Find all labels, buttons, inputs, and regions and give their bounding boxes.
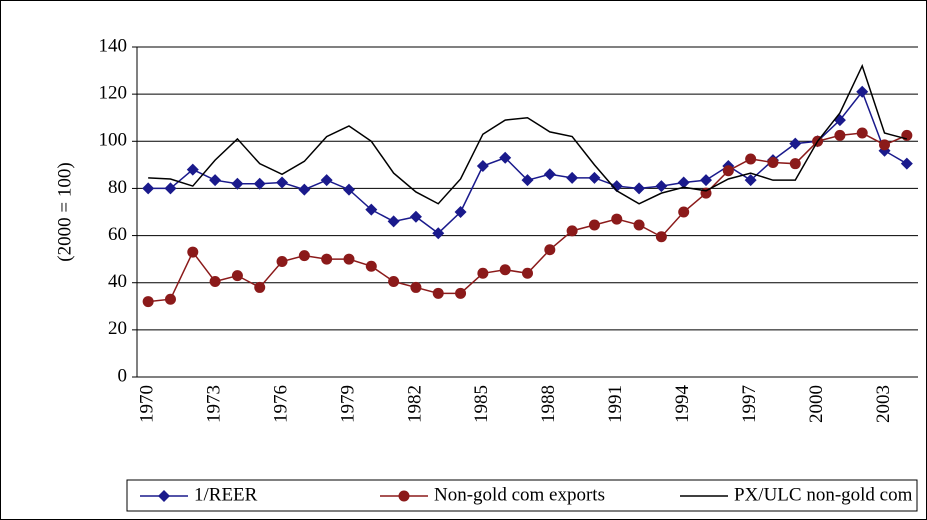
y-tick-label: 20 — [108, 318, 127, 339]
data-point — [633, 219, 645, 231]
data-point — [387, 215, 400, 228]
legend-marker — [398, 490, 410, 502]
data-point — [745, 153, 757, 165]
y-tick-label: 80 — [108, 177, 127, 198]
x-tick-label: 1994 — [672, 385, 693, 424]
data-point — [432, 227, 445, 240]
data-point — [856, 85, 869, 98]
legend-label: PX/ULC non-gold com — [734, 484, 913, 505]
data-point — [879, 139, 891, 151]
data-point — [320, 174, 333, 187]
x-tick-label: 1991 — [605, 385, 626, 423]
data-point — [901, 129, 913, 141]
data-point — [409, 210, 422, 223]
data-point — [343, 253, 355, 265]
data-point — [588, 219, 600, 231]
data-point — [544, 244, 556, 256]
data-point — [231, 270, 243, 282]
x-tick-label: 1988 — [538, 385, 559, 423]
x-tick-label: 1982 — [404, 385, 425, 423]
data-point — [455, 287, 467, 299]
data-point — [342, 183, 355, 196]
legend-box — [126, 479, 918, 512]
data-point — [543, 168, 556, 181]
x-tick-label: 1979 — [337, 385, 358, 423]
data-point — [856, 127, 868, 139]
x-tick-label: 1976 — [270, 385, 291, 423]
data-point — [744, 174, 757, 187]
y-tick-label: 0 — [118, 365, 128, 386]
data-point — [789, 158, 801, 170]
data-point — [566, 171, 579, 184]
data-point — [254, 281, 266, 293]
data-point — [834, 129, 846, 141]
data-point — [454, 206, 467, 218]
data-point — [276, 176, 289, 189]
x-tick-label: 2000 — [806, 385, 827, 423]
data-point — [142, 296, 154, 308]
data-point — [566, 225, 578, 237]
x-tick-label: 1973 — [203, 385, 224, 423]
y-axis-label: (2000 = 100) — [54, 162, 75, 261]
data-point — [499, 264, 511, 276]
y-tick-label: 140 — [99, 35, 128, 56]
data-point — [678, 206, 690, 218]
data-point — [522, 267, 533, 279]
x-tick-label: 1997 — [739, 385, 760, 423]
x-tick-label: 2003 — [873, 385, 894, 423]
legend-label: 1/REER — [194, 484, 258, 505]
legend-label: Non-gold com exports — [434, 484, 605, 505]
data-point — [521, 174, 534, 187]
y-tick-label: 120 — [99, 83, 128, 104]
data-point — [789, 137, 802, 150]
data-point — [767, 157, 779, 168]
data-point — [610, 180, 623, 193]
data-point — [209, 174, 222, 187]
data-point — [276, 256, 288, 267]
x-tick-label: 1970 — [137, 385, 158, 423]
data-point — [677, 176, 690, 189]
data-point — [164, 293, 176, 305]
x-tick-label: 1985 — [471, 385, 492, 423]
y-tick-label: 100 — [99, 130, 128, 151]
data-point — [186, 163, 199, 176]
y-tick-label: 60 — [108, 224, 127, 245]
data-point — [432, 287, 444, 299]
data-point — [476, 160, 489, 173]
data-point — [298, 183, 311, 196]
data-point — [588, 171, 601, 184]
data-point — [477, 267, 489, 279]
y-tick-label: 40 — [108, 271, 127, 292]
data-point — [187, 246, 199, 258]
legend-marker — [158, 490, 170, 502]
data-point — [388, 276, 400, 288]
data-point — [321, 253, 333, 265]
data-point — [655, 231, 667, 243]
data-point — [142, 182, 155, 195]
series-line — [148, 63, 908, 205]
data-point — [499, 151, 512, 164]
data-point — [410, 281, 422, 293]
data-point — [700, 174, 713, 187]
data-point — [231, 177, 244, 190]
data-point — [298, 250, 310, 262]
data-point — [365, 203, 378, 216]
data-point — [365, 260, 377, 272]
data-point — [633, 182, 646, 195]
data-point — [611, 213, 623, 225]
data-point — [253, 177, 266, 190]
data-point — [722, 165, 734, 177]
data-point — [900, 157, 913, 170]
data-point — [655, 180, 668, 193]
data-point — [209, 276, 221, 288]
data-point — [164, 182, 177, 195]
